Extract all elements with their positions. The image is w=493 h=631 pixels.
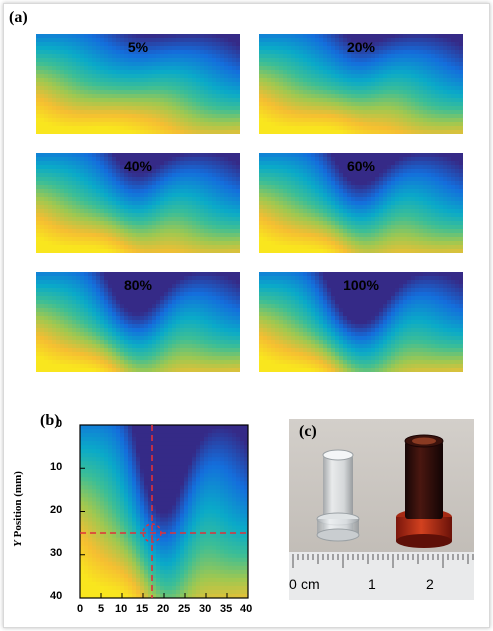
x-tick-5: 5 [98,603,105,615]
x-tick-40: 40 [240,603,253,615]
ruler-label-0: 0 [289,576,297,592]
x-ticks [79,593,249,598]
photo-panel: 0 cm 1 2 [289,419,474,600]
photo-illustration [289,419,474,600]
x-tick-30: 30 [199,603,212,615]
heatmap-80-percent: 80% [36,272,240,372]
x-tick-15: 15 [136,603,149,615]
y-tick-40: 40 [50,590,63,602]
plot-b-border [79,424,249,599]
heatmap-20-percent: 20% [259,34,463,134]
heatmap-label: 20% [346,39,376,55]
panel-c-label: (c) [299,423,317,440]
panel-b-label: (b) [40,412,60,429]
heatmap-100-percent: 100% [259,272,463,372]
x-tick-20: 20 [157,603,170,615]
crosshair-circle [142,523,162,543]
heatmap-label: 80% [123,277,153,293]
y-tick-0: 0 [56,418,63,430]
y-tick-20: 20 [50,504,63,516]
heatmap-label: 100% [343,277,379,293]
heatmap-60-percent: 60% [259,153,463,253]
x-tick-10: 10 [115,603,128,615]
heatmap-label: 5% [127,39,149,55]
panel-a-label: (a) [9,9,28,26]
ruler-label-1: 1 [368,576,376,592]
x-tick-25: 25 [178,603,191,615]
x-tick-35: 35 [220,603,233,615]
y-ticks [80,424,85,599]
spatial-heatmap [80,425,248,598]
ruler-label-cm: cm [301,576,320,592]
y-tick-30: 30 [50,547,63,559]
heatmap-5-percent: 5% [36,34,240,134]
x-tick-0: 0 [77,603,84,615]
ruler-label-2: 2 [426,576,434,592]
heatmap-40-percent: 40% [36,153,240,253]
heatmap-label: 60% [346,158,376,174]
dark-cuvette [405,441,443,519]
y-tick-10: 10 [50,461,63,473]
heatmap-label: 40% [123,158,153,174]
